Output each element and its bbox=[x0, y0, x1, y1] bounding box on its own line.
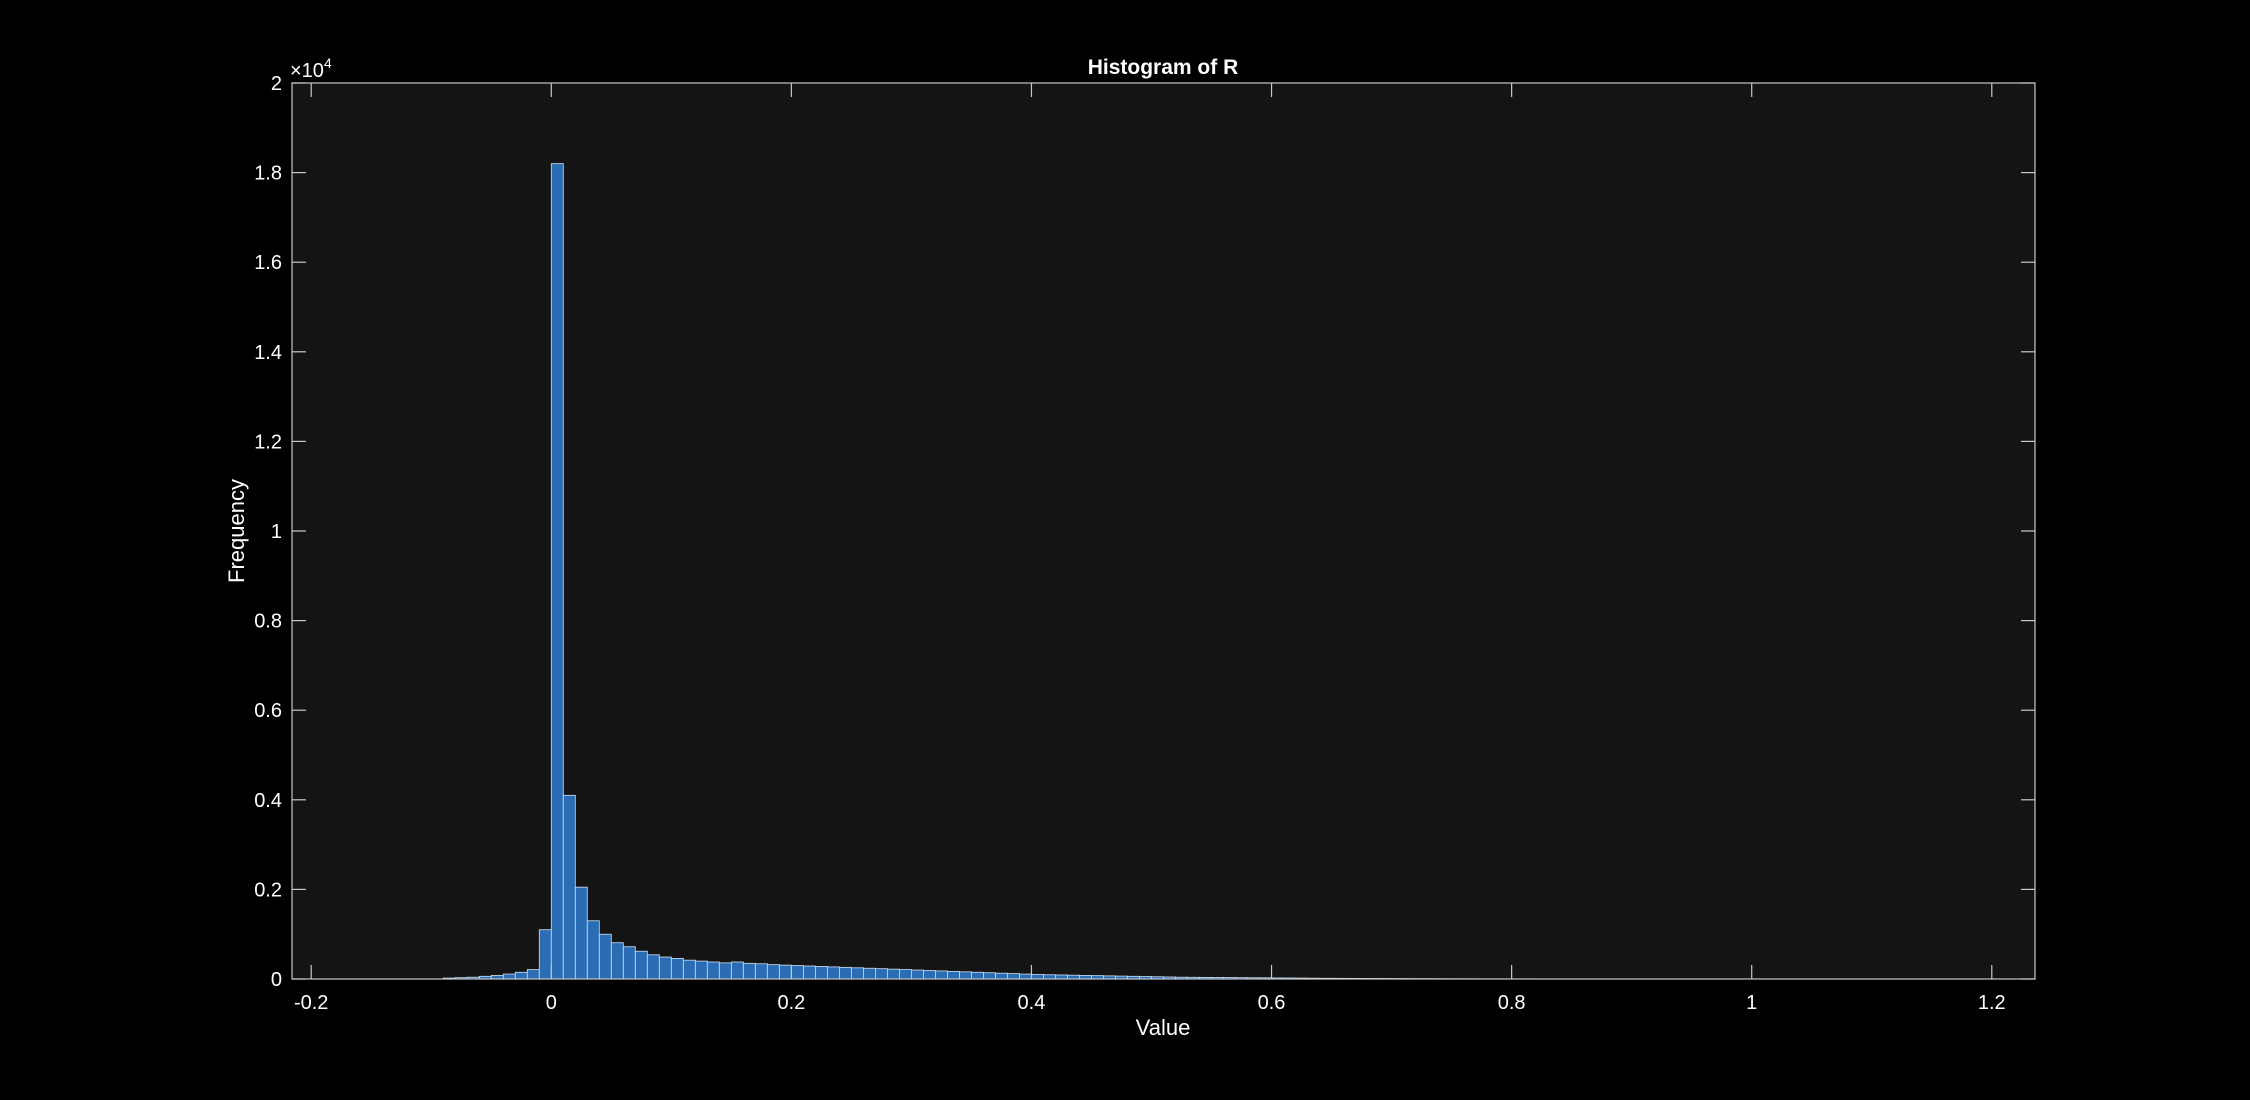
histogram-bar bbox=[947, 970, 960, 980]
y-tick-label: 1.8 bbox=[254, 163, 282, 185]
histogram-bar bbox=[754, 963, 768, 980]
x-tick-label: 0.4 bbox=[1018, 992, 1046, 1014]
histogram-bar bbox=[850, 967, 864, 980]
y-tick-label: 0 bbox=[271, 969, 282, 991]
histogram-bar bbox=[802, 965, 816, 980]
histogram-bar bbox=[526, 969, 540, 980]
histogram-bar bbox=[514, 971, 528, 980]
histogram-bar bbox=[718, 962, 732, 980]
histogram-bar bbox=[682, 959, 696, 980]
histogram-bar bbox=[911, 969, 924, 980]
x-axis-ticks: -0.2 0 0.2 0.4 0.6 0.8 1 1.2 bbox=[294, 83, 2006, 1014]
y-tick-label: 1.6 bbox=[254, 252, 282, 274]
histogram-bar bbox=[766, 964, 780, 980]
histogram-bar bbox=[899, 969, 912, 980]
axes-background bbox=[292, 83, 2035, 979]
y-tick-label: 0.2 bbox=[254, 879, 282, 901]
histogram-bar bbox=[983, 972, 996, 980]
chart-title: Histogram of R bbox=[1088, 56, 1239, 79]
x-tick-label: 0.6 bbox=[1258, 992, 1286, 1014]
histogram-bar bbox=[598, 933, 612, 980]
histogram-bar bbox=[694, 960, 708, 980]
x-axis-label: Value bbox=[1136, 1015, 1191, 1040]
histogram-bar bbox=[875, 968, 888, 980]
histogram-bar bbox=[826, 966, 840, 980]
histogram-bar bbox=[634, 950, 648, 980]
y-exponent-base: ×10 bbox=[290, 60, 324, 82]
histogram-bar bbox=[730, 961, 744, 980]
histogram-bar bbox=[778, 964, 792, 980]
y-tick-label: 0.8 bbox=[254, 611, 282, 633]
y-tick-label: 1.2 bbox=[254, 431, 282, 453]
histogram-bar bbox=[863, 967, 876, 980]
histogram-bar bbox=[1055, 974, 1068, 980]
histogram-bar bbox=[538, 929, 552, 980]
histogram-bar bbox=[550, 163, 564, 980]
histogram-bar bbox=[959, 971, 972, 980]
histogram-bar bbox=[923, 970, 936, 980]
y-tick-label: 2 bbox=[271, 73, 282, 95]
histogram-bar bbox=[971, 971, 984, 980]
histogram-bar bbox=[1043, 974, 1056, 980]
x-tick-label: 1 bbox=[1746, 992, 1757, 1014]
histogram-bar bbox=[586, 920, 600, 980]
histogram-bar bbox=[838, 966, 852, 980]
histogram-bar bbox=[742, 962, 756, 980]
histogram-bar bbox=[887, 968, 900, 980]
histogram-bar bbox=[562, 794, 576, 980]
y-axis-ticks: 0 0.2 0.4 0.6 0.8 1 1.2 1.4 1.6 1.8 2 bbox=[254, 73, 2035, 991]
histogram-bar bbox=[814, 966, 828, 980]
x-tick-label: 0 bbox=[546, 992, 557, 1014]
histogram-bar bbox=[1031, 974, 1044, 980]
histogram-bar bbox=[502, 973, 516, 980]
histogram-bar bbox=[1019, 973, 1032, 980]
y-exponent-label: ×104 bbox=[290, 55, 332, 82]
x-tick-label: 0.8 bbox=[1498, 992, 1526, 1014]
y-exponent-power: 4 bbox=[324, 55, 332, 71]
x-tick-label: -0.2 bbox=[294, 992, 328, 1014]
histogram-bar bbox=[610, 942, 624, 980]
histogram-bar bbox=[622, 946, 636, 980]
y-axis-label: Frequency bbox=[224, 479, 249, 583]
histogram-bar bbox=[670, 957, 684, 980]
y-tick-label: 0.4 bbox=[254, 790, 282, 812]
histogram-bar bbox=[1007, 973, 1020, 980]
x-tick-label: 0.2 bbox=[777, 992, 805, 1014]
y-tick-label: 1 bbox=[271, 521, 282, 543]
histogram-bar bbox=[646, 954, 660, 980]
y-tick-label: 1.4 bbox=[254, 342, 282, 364]
histogram-bar bbox=[574, 886, 588, 980]
histogram-bar bbox=[995, 972, 1008, 980]
histogram-bar bbox=[790, 965, 804, 980]
histogram-bar bbox=[658, 956, 672, 980]
histogram-bar bbox=[706, 961, 720, 980]
x-tick-label: 1.2 bbox=[1978, 992, 2006, 1014]
y-tick-label: 0.6 bbox=[254, 700, 282, 722]
histogram-bar bbox=[935, 970, 948, 980]
